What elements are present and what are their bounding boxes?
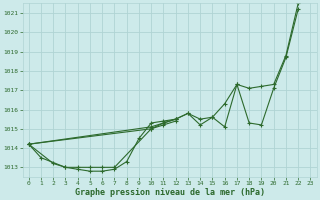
X-axis label: Graphe pression niveau de la mer (hPa): Graphe pression niveau de la mer (hPa): [75, 188, 265, 197]
